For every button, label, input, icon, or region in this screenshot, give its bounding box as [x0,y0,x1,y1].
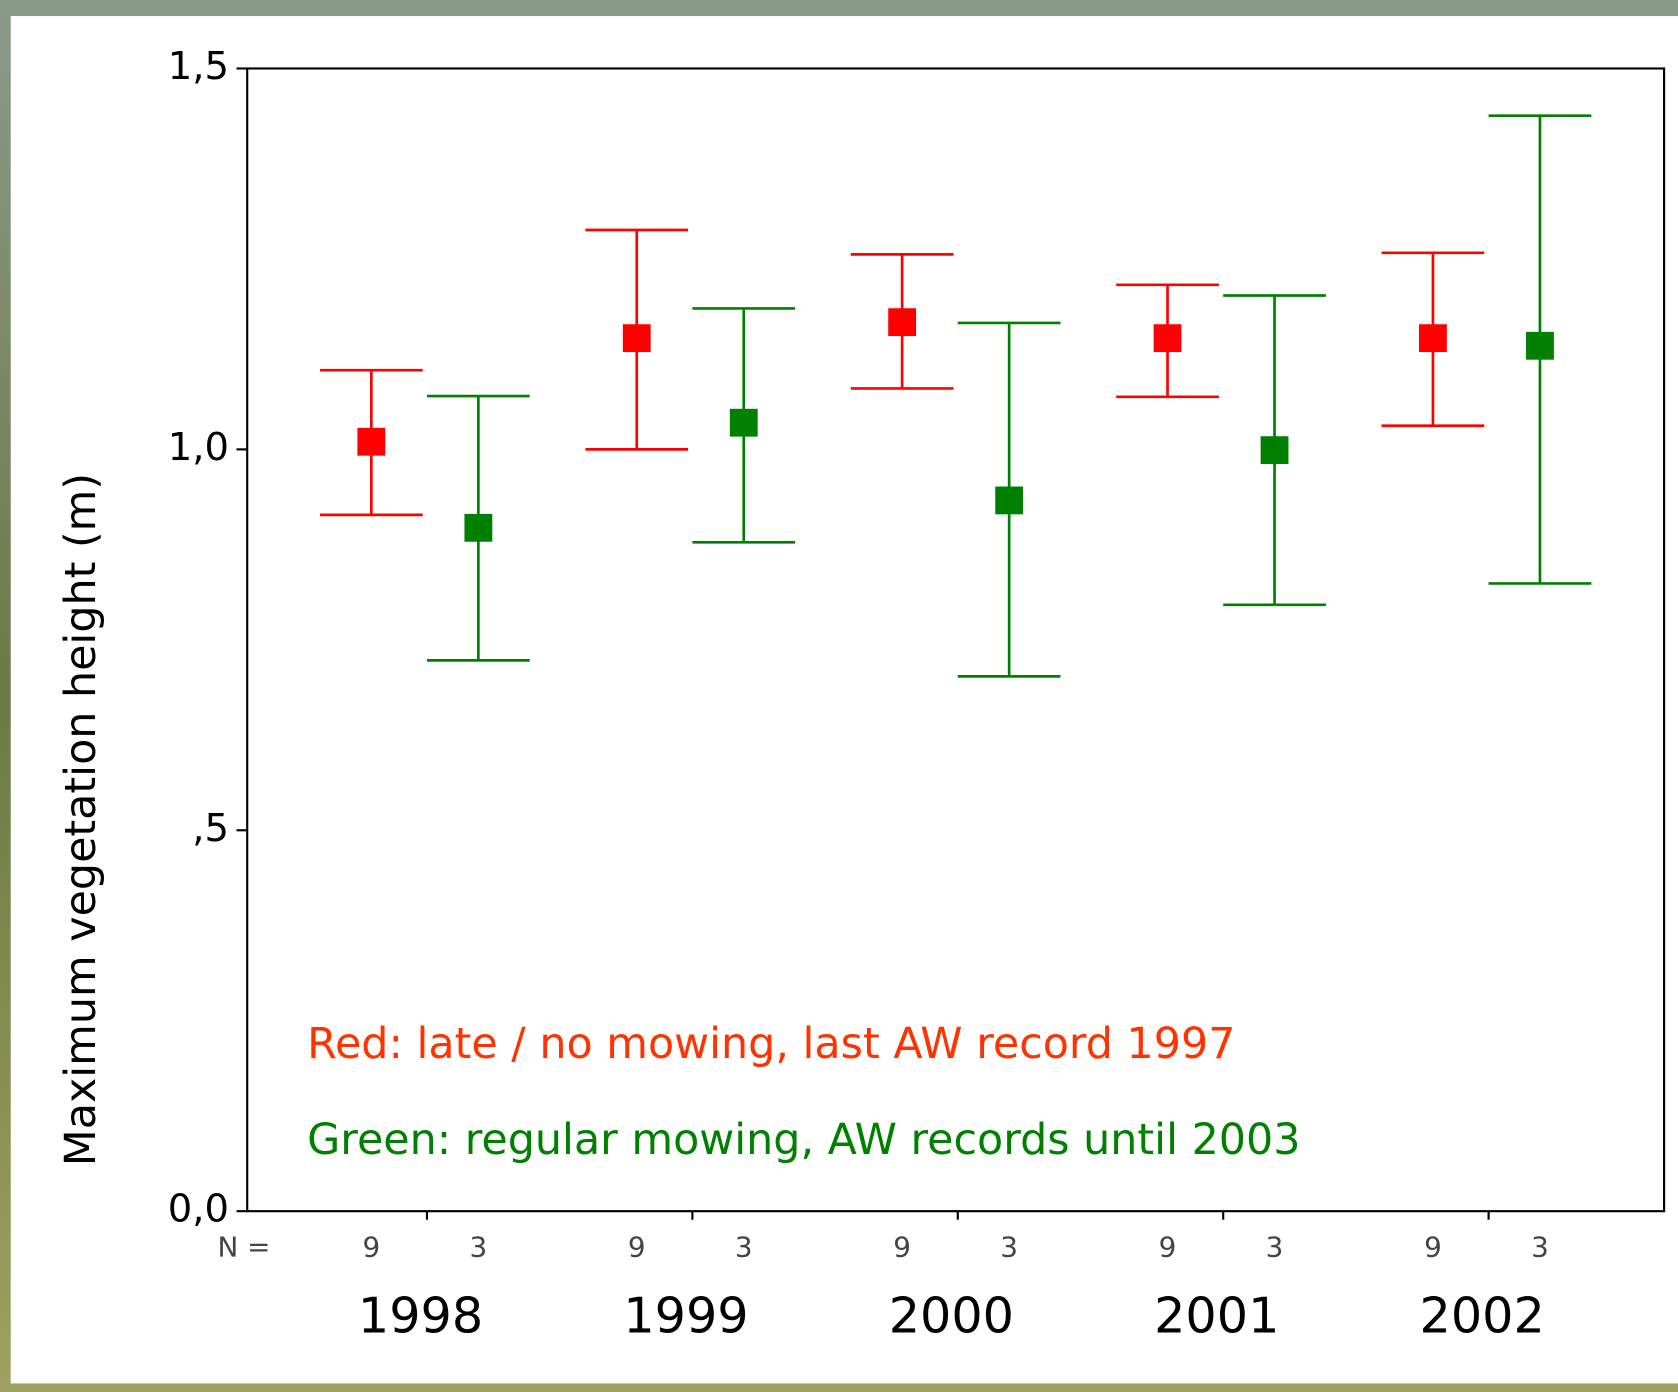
n-count: 3 [1531,1231,1549,1264]
point [464,513,493,542]
n-count: 3 [735,1231,753,1264]
n-count: 9 [893,1231,911,1264]
x-tick-label: 1998 [358,1287,483,1345]
n-count: 9 [362,1231,380,1264]
x-tick-label: 2001 [1154,1287,1279,1345]
annotation: Green: regular mowing, AW records until … [307,1115,1300,1165]
y-tick-label: 0,0 [168,1187,229,1232]
x-tick-label: 2000 [889,1287,1014,1345]
x-tick-label: 2002 [1420,1287,1545,1345]
y-axis-label: Maximum vegetation height (m) [56,473,106,1166]
point [888,308,917,337]
point [995,486,1024,515]
n-count: 9 [1424,1231,1442,1264]
n-count: 9 [1159,1231,1177,1264]
annotation: Red: late / no mowing, last AW record 19… [307,1019,1235,1069]
point [357,427,386,456]
point [1526,331,1554,360]
point [622,324,651,353]
point [1419,324,1447,353]
n-label: N = [218,1231,271,1264]
point [1153,324,1182,353]
chart-panel [10,16,1678,1384]
x-tick-label: 1999 [623,1287,748,1345]
n-count: 3 [1000,1231,1018,1264]
point [1260,436,1289,465]
n-count: 3 [1266,1231,1284,1264]
point [729,408,758,437]
y-tick-label: ,5 [192,806,229,851]
plot-frame [246,67,1666,1213]
y-tick-label: 1,5 [168,44,229,89]
n-count: 3 [470,1231,488,1264]
n-count: 9 [628,1231,646,1264]
y-tick-label: 1,0 [168,425,229,470]
